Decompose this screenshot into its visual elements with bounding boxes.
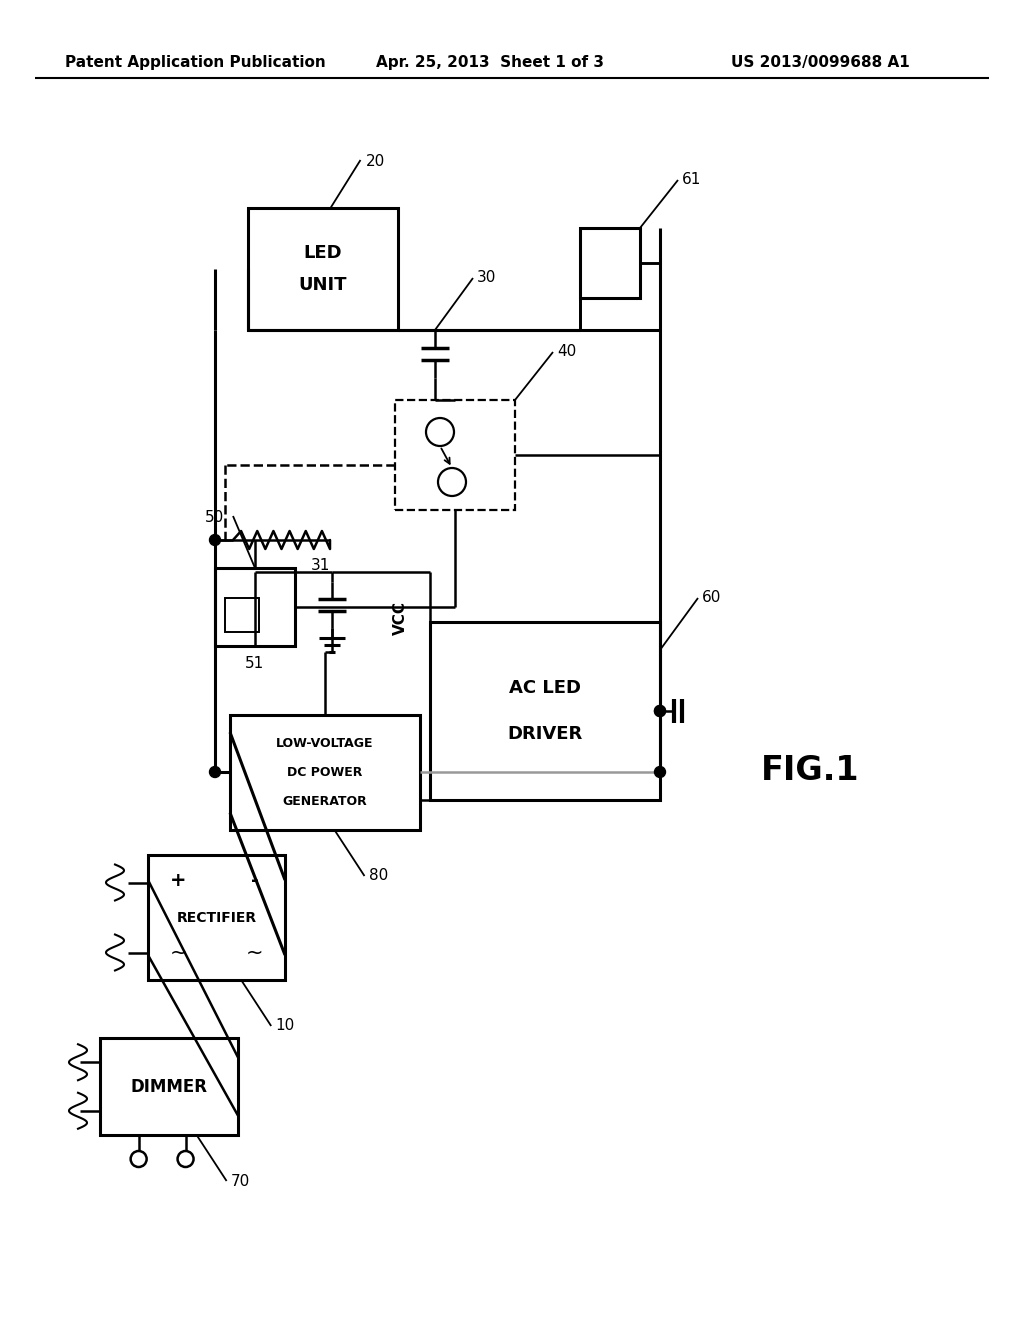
Circle shape bbox=[654, 767, 666, 777]
Bar bbox=[395, 400, 515, 510]
Text: LOW-VOLTAGE: LOW-VOLTAGE bbox=[276, 738, 374, 750]
Text: 61: 61 bbox=[682, 173, 701, 187]
Circle shape bbox=[131, 1151, 146, 1167]
Text: 51: 51 bbox=[246, 656, 264, 672]
Circle shape bbox=[210, 535, 220, 545]
Circle shape bbox=[210, 767, 220, 777]
Text: 31: 31 bbox=[310, 558, 330, 573]
Circle shape bbox=[654, 705, 666, 717]
Text: AC LED: AC LED bbox=[509, 678, 581, 697]
Text: 10: 10 bbox=[275, 1019, 295, 1034]
Text: ~: ~ bbox=[169, 942, 187, 962]
Text: UNIT: UNIT bbox=[299, 276, 347, 294]
Text: 80: 80 bbox=[369, 869, 388, 883]
Text: DRIVER: DRIVER bbox=[507, 725, 583, 743]
Text: LED: LED bbox=[304, 244, 342, 263]
Text: GENERATOR: GENERATOR bbox=[283, 795, 368, 808]
Text: DC POWER: DC POWER bbox=[288, 766, 362, 779]
Text: RECTIFIER: RECTIFIER bbox=[176, 911, 257, 924]
Text: Apr. 25, 2013  Sheet 1 of 3: Apr. 25, 2013 Sheet 1 of 3 bbox=[376, 54, 604, 70]
Text: VCC: VCC bbox=[392, 601, 408, 635]
Text: DIMMER: DIMMER bbox=[130, 1077, 208, 1096]
Text: 20: 20 bbox=[366, 154, 385, 169]
Text: 60: 60 bbox=[702, 590, 721, 606]
Bar bbox=[215, 568, 295, 645]
Circle shape bbox=[426, 418, 454, 446]
Text: 40: 40 bbox=[557, 345, 577, 359]
Bar bbox=[148, 855, 285, 979]
Bar bbox=[248, 209, 398, 330]
Text: 50: 50 bbox=[205, 511, 224, 525]
Text: 70: 70 bbox=[230, 1173, 250, 1188]
Circle shape bbox=[438, 469, 466, 496]
Text: +: + bbox=[170, 870, 186, 890]
Text: 30: 30 bbox=[477, 271, 497, 285]
Bar bbox=[225, 598, 259, 632]
Bar bbox=[100, 1038, 238, 1135]
Text: ~: ~ bbox=[246, 942, 263, 962]
Bar bbox=[230, 715, 420, 830]
Bar bbox=[580, 228, 640, 298]
Text: Patent Application Publication: Patent Application Publication bbox=[65, 54, 326, 70]
Text: US 2013/0099688 A1: US 2013/0099688 A1 bbox=[731, 54, 909, 70]
Circle shape bbox=[177, 1151, 194, 1167]
Circle shape bbox=[654, 705, 666, 717]
Text: -: - bbox=[251, 870, 259, 890]
Bar bbox=[430, 622, 660, 800]
Text: FIG.1: FIG.1 bbox=[761, 754, 859, 787]
